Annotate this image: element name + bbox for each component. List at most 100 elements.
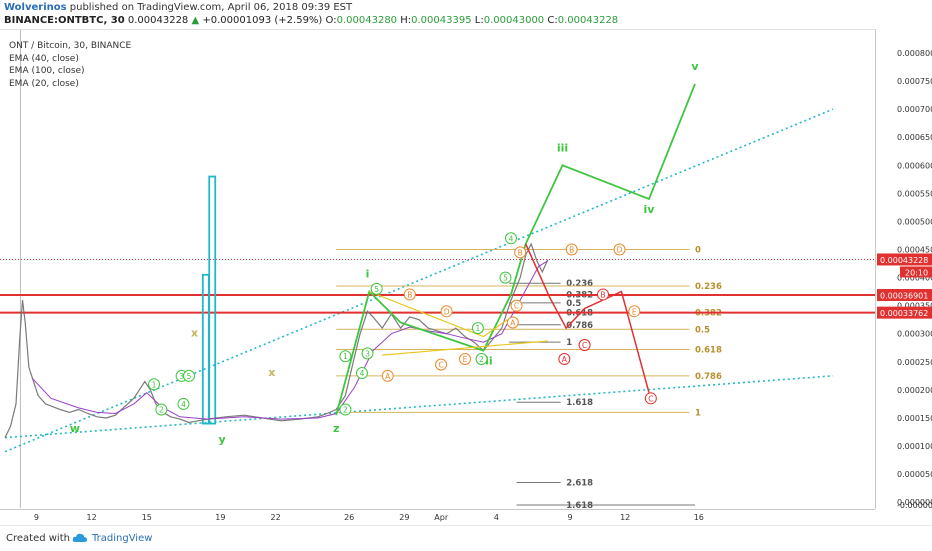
wave-circle	[514, 246, 527, 259]
wave-circle	[644, 392, 657, 405]
wave-circle	[613, 243, 626, 256]
wave-circle-label: 2	[343, 406, 348, 415]
legend-title: ONT / Bitcoin, 30, BINANCE	[9, 41, 132, 51]
fib-label-left: 1.618	[566, 398, 593, 408]
wave-label: v	[691, 60, 699, 73]
wave-circle-label: A	[510, 319, 516, 328]
wave-circle	[177, 397, 190, 410]
legend-ema-20[interactable]: EMA (20, close)	[9, 78, 79, 89]
wave-circle	[339, 403, 352, 416]
price-label-text: 0.00036901	[880, 292, 928, 301]
close-label: C:	[547, 15, 558, 26]
wave-circle-label: 5	[374, 285, 379, 294]
legend-ema-40[interactable]: EMA (40, close)	[9, 53, 79, 64]
wave-circle	[510, 299, 523, 312]
published-text: published on TradingView.com, April 06, …	[69, 2, 353, 13]
wave-circle	[578, 338, 591, 351]
fib-label-right: 0.786	[695, 372, 722, 382]
red-wave-path	[525, 243, 650, 393]
chart-pane[interactable]	[0, 29, 875, 510]
footer-brand[interactable]: TradingView	[92, 533, 153, 544]
y-tick-label: 0.00055000	[897, 189, 932, 198]
wave-label: iv	[644, 203, 656, 216]
y-tick-label: 0.00070000	[897, 105, 932, 114]
wave-label: x	[268, 366, 275, 379]
wave-circle	[505, 232, 517, 245]
symbol-line: BINANCE:ONTBTC, 30	[4, 15, 125, 26]
wave-circle	[361, 347, 374, 360]
yellow-wedge-line	[382, 340, 548, 356]
price-label-text: 0.00043228	[880, 256, 928, 265]
wave-circle	[155, 403, 168, 416]
wave-circle-label: 3	[365, 349, 370, 358]
wave-circle-label: 1	[343, 352, 348, 361]
last-price: 0.00043228	[127, 15, 189, 26]
fib-label-right: 0.5	[695, 325, 710, 335]
price-label-box	[877, 253, 932, 266]
x-tick-label: Apr	[434, 513, 449, 522]
wave-circle-label: 4	[181, 400, 186, 409]
wave-circle	[499, 271, 512, 284]
fib-label-right: 1	[695, 408, 701, 418]
wave-circle-label: D	[444, 307, 450, 316]
y-tick-label: 0.00005000	[897, 470, 932, 479]
x-tick-label: 16	[694, 513, 704, 522]
y-tick-label: 0.00075000	[897, 77, 932, 86]
countdown-text: 20:10	[905, 268, 928, 277]
wave-circle	[440, 305, 453, 318]
close-value: 0.00043228	[557, 15, 619, 26]
fib-label-left: 0.786	[566, 321, 593, 331]
wave-circle	[381, 369, 394, 382]
low-value: 0.00043000	[483, 15, 545, 26]
wave-circle-label: A	[562, 355, 568, 364]
wave-label: x	[191, 327, 198, 340]
wave-label: w	[70, 422, 80, 435]
wave-circle-label: 4	[509, 234, 514, 243]
x-tick-label: 29	[399, 513, 409, 522]
time-axis[interactable]	[0, 509, 875, 526]
footer-bar: Created with TradingView	[0, 525, 932, 551]
y-tick-label: 0.00040000	[897, 274, 932, 283]
wave-circle-label: C	[438, 361, 443, 370]
wave-circle-label: B	[569, 246, 574, 255]
author-name[interactable]: Wolverinos	[4, 2, 67, 13]
fib-label-right: 0	[695, 246, 701, 256]
legend-ema-100[interactable]: EMA (100, close)	[9, 66, 85, 76]
fib-label-right: 0.618	[695, 345, 722, 355]
wave-label: iii	[557, 141, 568, 154]
cyan-box	[208, 175, 217, 425]
tradingview-cloud-icon	[72, 533, 87, 542]
x-tick-label: 26	[344, 513, 354, 522]
wave-circle	[435, 358, 448, 371]
wave-circle	[339, 350, 352, 363]
green-wave-path	[335, 83, 696, 416]
wave-circle-label: E	[632, 307, 637, 316]
wave-circle-label: C	[514, 302, 519, 311]
wave-label: i	[366, 268, 370, 281]
y-tick-label: 0.00030000	[897, 330, 932, 339]
ohlc-line: BINANCE:ONTBTC, 30 0.00043228 ▲ +0.00001…	[4, 15, 618, 26]
y-tick-label: 0.00065000	[897, 133, 932, 142]
wave-circle	[475, 353, 488, 366]
open-label: O:	[325, 15, 337, 26]
wave-label: y	[219, 433, 226, 446]
x-tick-label: 9	[567, 513, 572, 522]
cyan-trendline	[4, 108, 834, 453]
price-axis[interactable]	[875, 29, 932, 509]
price-label-box	[877, 306, 932, 319]
fib-label-left: 0.236	[566, 279, 593, 289]
wave-circle	[183, 369, 195, 382]
wave-circle-label: 1	[152, 380, 157, 389]
wave-circle	[370, 282, 383, 295]
price-label-box	[877, 289, 932, 302]
wave-circle	[148, 378, 161, 391]
countdown-box	[900, 266, 932, 278]
y-tick-label: 0.00045000	[897, 246, 932, 255]
cyan-box-lower	[201, 273, 210, 425]
y-tick-label: 0.00080000	[897, 49, 932, 58]
y-tick-label: 0.00000000	[897, 498, 932, 507]
x-tick-label: 19	[215, 513, 225, 522]
wave-circle	[403, 288, 416, 301]
price-label-text: 0.00033762	[880, 309, 928, 318]
